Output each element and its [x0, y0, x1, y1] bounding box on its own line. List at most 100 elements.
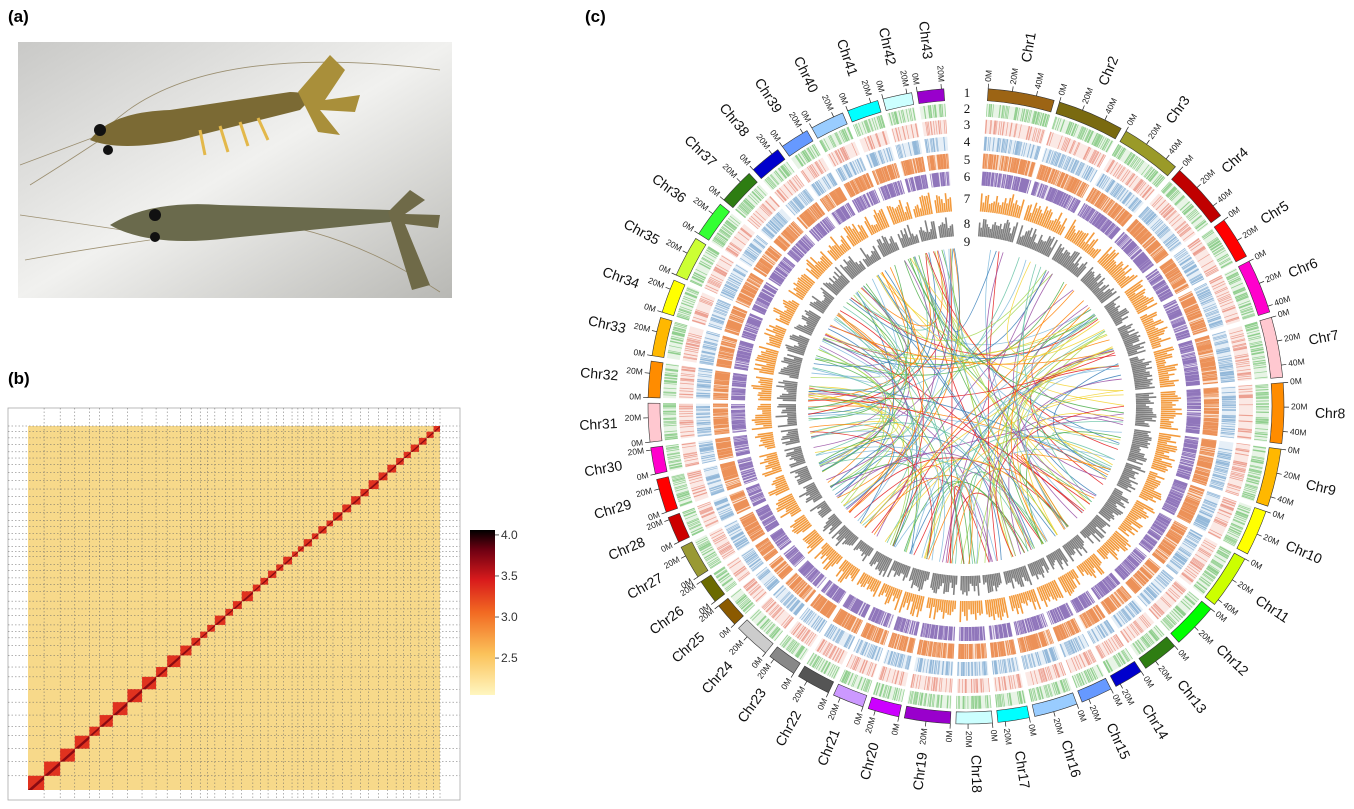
histogram-track: [768, 475, 789, 495]
axis-tick: [1245, 559, 1249, 561]
chromosome-label: Chr2: [1095, 53, 1122, 87]
axis-tick: [804, 681, 807, 685]
axis-tick: [1237, 238, 1241, 241]
axis-tick: [1195, 627, 1199, 630]
axis-tick-label: 0M: [837, 91, 851, 106]
histogram-track: [1151, 433, 1180, 471]
axis-tick: [1175, 646, 1178, 650]
chromosome-label: Chr26: [646, 602, 686, 637]
chromosome-label: Chr4: [1218, 144, 1251, 176]
chromosome-label: Chr17: [1012, 750, 1034, 790]
axis-tick: [916, 87, 917, 92]
axis-tick-label: 0M: [1075, 709, 1088, 724]
histogram-track: [879, 583, 902, 610]
axis-tick-label: 20M: [917, 728, 929, 746]
chromosome-label: Chr9: [1304, 476, 1337, 499]
axis-tick: [1141, 671, 1144, 675]
axis-tick-label: 0M: [643, 301, 657, 314]
histogram-track: [914, 193, 932, 218]
axis-tick-label: 20M: [1197, 628, 1216, 647]
histogram-track: [776, 405, 797, 427]
axis-tick: [1005, 722, 1006, 727]
axis-tick: [1281, 364, 1286, 365]
histogram-track: [789, 274, 815, 299]
panel-label: (a): [8, 7, 29, 26]
histogram-track: [899, 592, 923, 618]
axis-tick: [681, 556, 685, 558]
axis-tick: [1111, 689, 1113, 693]
diagonal-block: [233, 601, 242, 609]
axis-tick: [1232, 580, 1236, 583]
axis-tick: [906, 89, 907, 94]
axis-tick: [737, 178, 741, 182]
axis-tick-label: 20M: [898, 69, 911, 87]
axis-tick: [1266, 511, 1271, 513]
histogram-track: [754, 347, 779, 375]
axis-tick-label: 40M: [1103, 96, 1119, 115]
chromosome-label: Chr41: [834, 37, 862, 78]
histogram-track: [935, 193, 951, 213]
axis-tick: [1083, 105, 1085, 110]
track-feature: [733, 435, 750, 456]
axis-tick: [1271, 316, 1276, 317]
histogram-track: [961, 575, 980, 595]
histogram-track: [773, 300, 799, 324]
chromosome-ideogram: [917, 89, 945, 104]
axis-tick: [869, 98, 870, 103]
axis-tick: [1277, 473, 1282, 474]
histogram-track: [865, 209, 889, 235]
axis-tick: [925, 721, 926, 726]
axis-tick: [1029, 718, 1030, 723]
axis-tick: [1281, 449, 1286, 450]
axis-tick: [800, 129, 803, 133]
chromosome-label: Chr36: [649, 170, 689, 206]
axis-tick: [662, 512, 667, 514]
axis-tick-label: 0M: [1276, 307, 1290, 320]
axis-tick: [674, 542, 679, 544]
synteny-link: [837, 453, 1032, 550]
axis-tick: [664, 520, 669, 522]
chromosome-label: Chr22: [772, 707, 804, 748]
chromosome-label: Chr29: [592, 496, 633, 522]
chromosome-label: Chr40: [791, 54, 822, 95]
histogram-track: [1135, 393, 1157, 426]
histogram-track: [781, 429, 800, 444]
histogram-track: [794, 311, 820, 336]
histogram-track: [888, 561, 910, 581]
axis-tick-label: 20M: [1156, 663, 1174, 682]
axis-tick: [809, 124, 811, 128]
diagonal-block: [312, 533, 318, 539]
histogram-track: [1139, 472, 1164, 502]
histogram-track: [910, 568, 930, 591]
axis-tick-label: 20M: [1283, 469, 1301, 482]
histogram-track: [759, 453, 781, 477]
synteny-link: [811, 359, 893, 378]
axis-tick-label: 0M: [1125, 112, 1140, 127]
axis-tick: [769, 150, 772, 154]
hic-heatmap: [8, 408, 460, 800]
axis-tick-label: 0M: [851, 712, 864, 726]
axis-tick: [826, 693, 828, 698]
axis-tick: [1077, 704, 1079, 709]
page: (a) (b) (c) 2.53.03.54.0 0M20M40MChr10M2…: [0, 0, 1354, 809]
histogram-track: [854, 540, 873, 561]
axis-tick: [838, 698, 840, 703]
chromosome-label: Chr3: [1162, 92, 1193, 126]
axis-tick-label: 20M: [1236, 579, 1255, 596]
chromosome-label: Chr8: [1315, 405, 1346, 422]
axis-tick: [791, 673, 794, 677]
histogram-track: [870, 551, 892, 576]
histogram-track: [983, 573, 1001, 593]
histogram-track: [776, 381, 797, 401]
axis-tick-label: 0M: [633, 347, 646, 359]
axis-tick-label: 20M: [826, 702, 842, 721]
chromosome-label: Chr12: [1213, 641, 1252, 679]
axis-tick-label: 0M: [1180, 153, 1195, 168]
axis-tick-label: 20M: [721, 161, 740, 180]
chromosome-label: Chr1: [1018, 31, 1039, 64]
axis-tick: [750, 166, 753, 170]
axis-tick-label: 0M: [717, 625, 732, 640]
axis-tick: [779, 142, 782, 146]
axis-tick: [882, 94, 883, 99]
histogram-track: [752, 405, 772, 430]
